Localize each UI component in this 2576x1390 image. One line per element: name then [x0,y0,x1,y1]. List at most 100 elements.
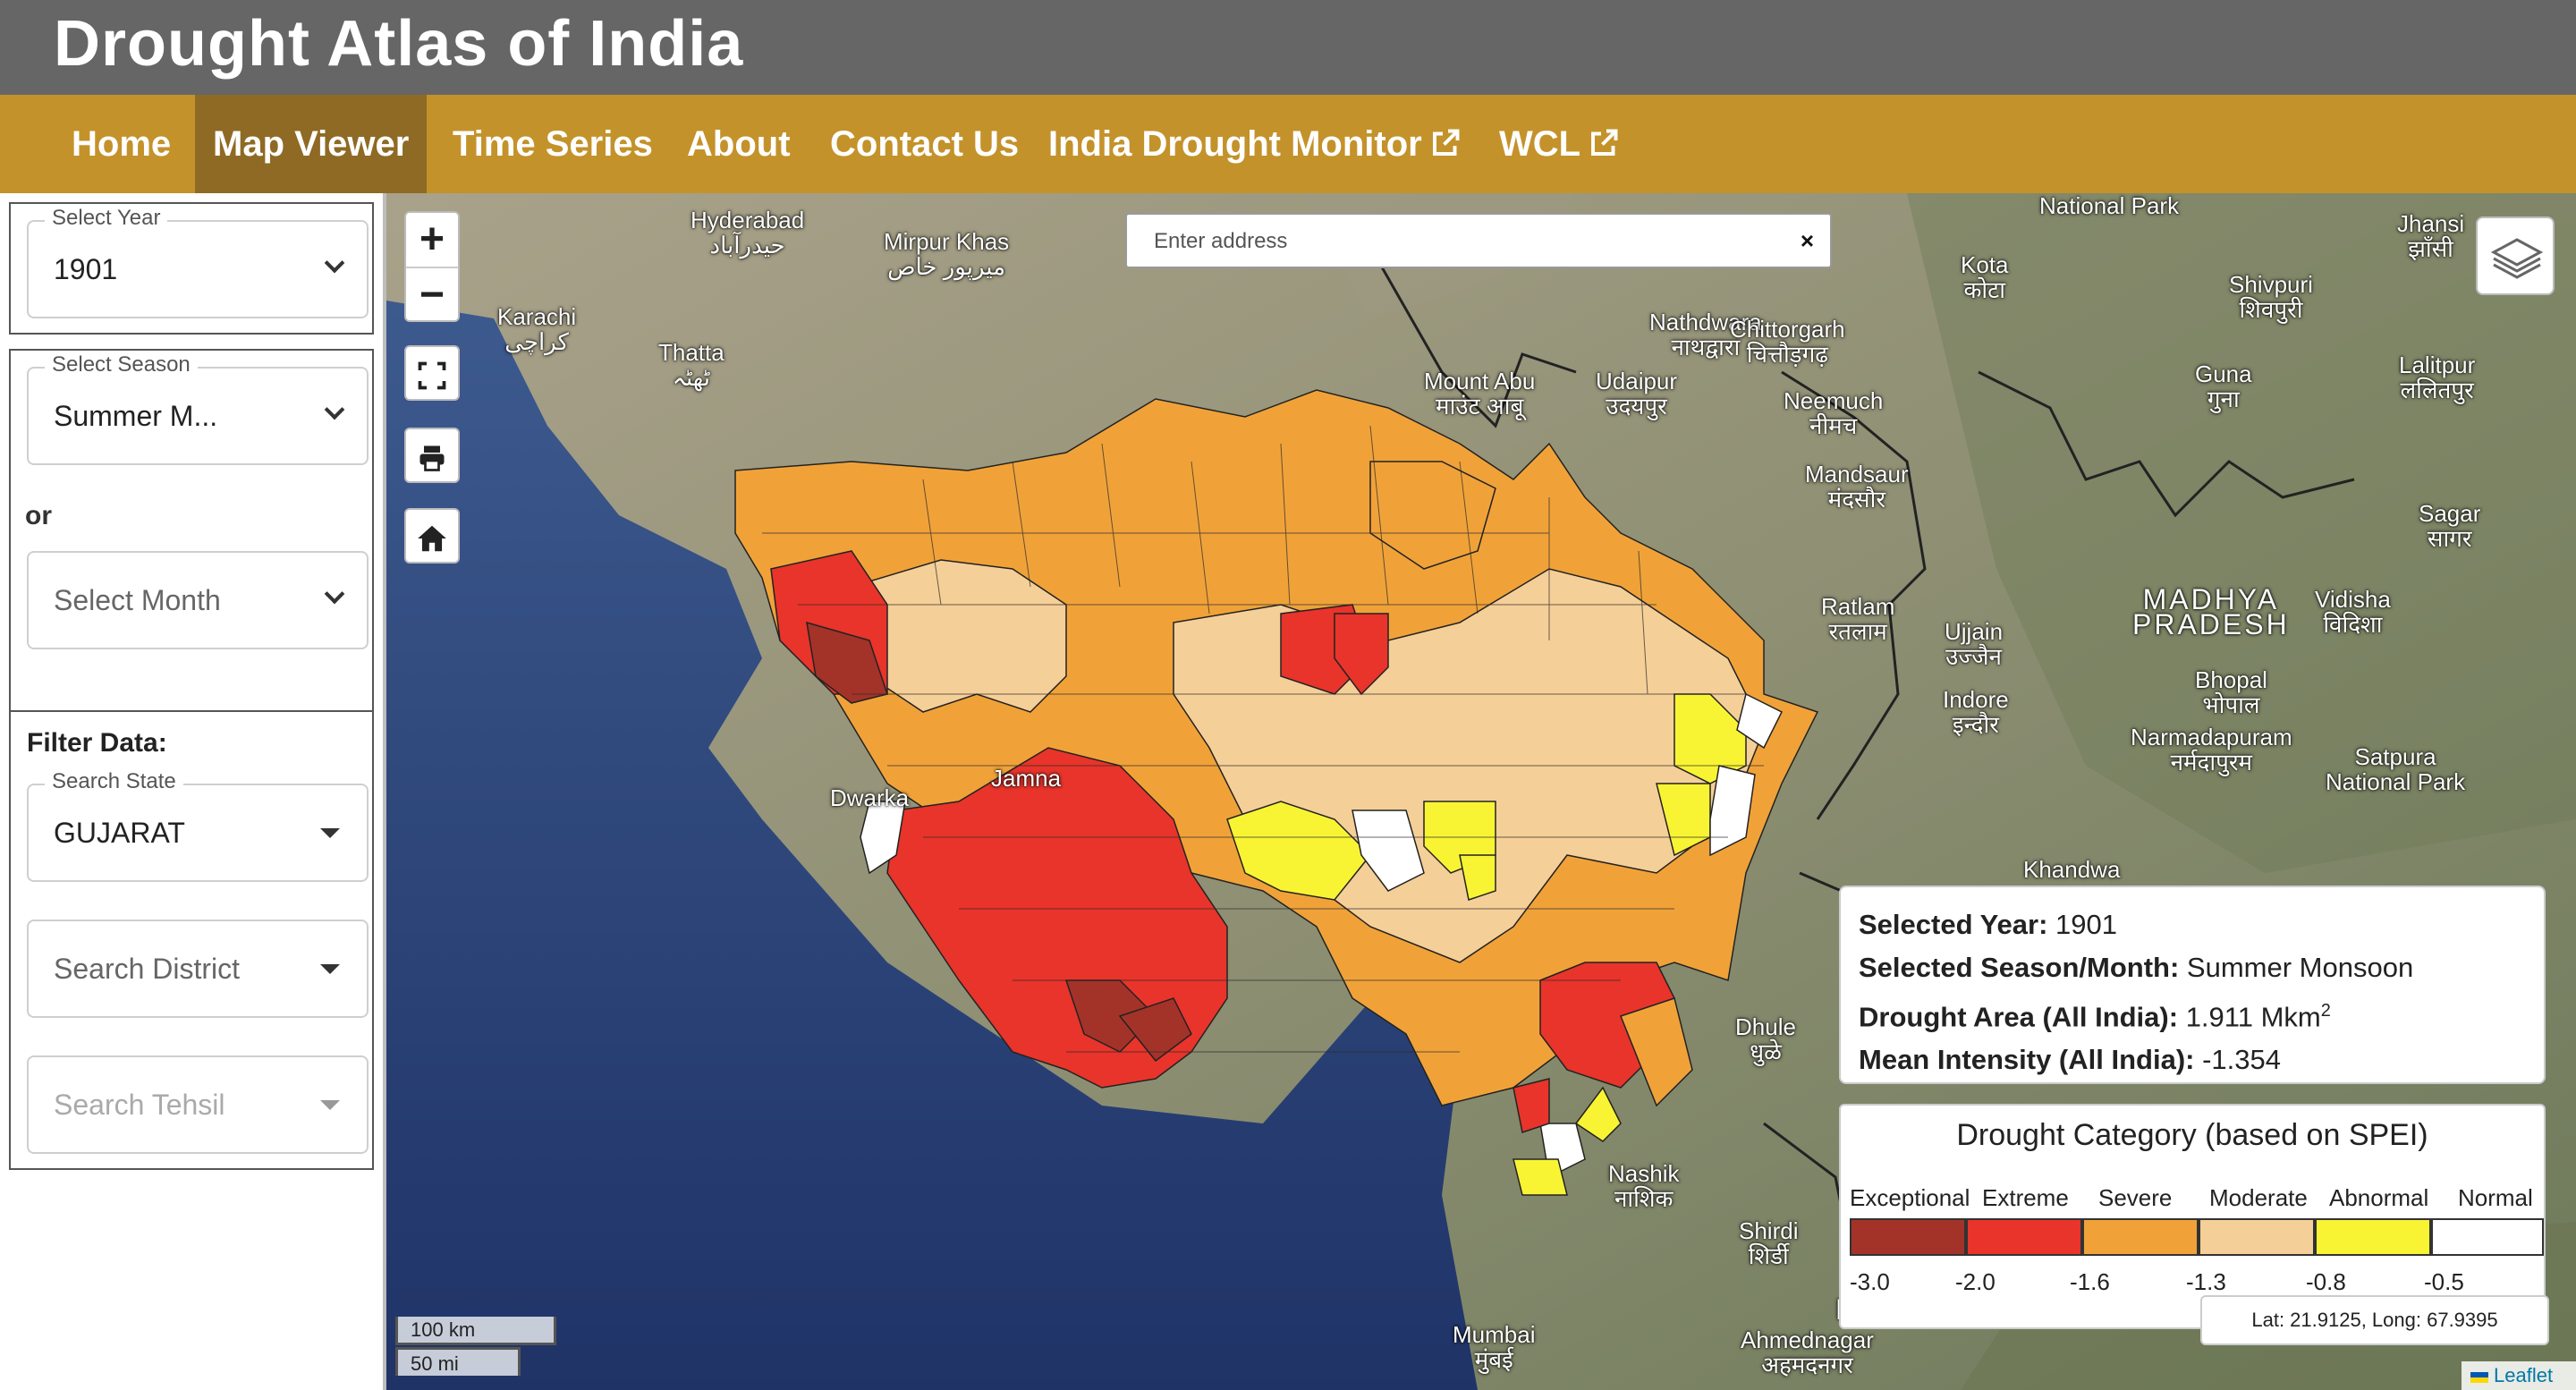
zoom-out-button[interactable]: − [406,267,458,320]
map-label-satpura: Satpura National Park [2326,743,2466,795]
legend-category-moderate: Moderate [2209,1184,2308,1211]
month-select-placeholder: Select Month [54,584,221,616]
map-label-vidisha: Vidisha विदिशा [2315,586,2391,638]
map-label-nashik: Nashik नाशिक [1608,1160,1680,1212]
zoom-in-button[interactable]: + [419,216,445,263]
leaflet-attribution-link[interactable]: Leaflet [2462,1361,2576,1390]
map-label-shivpuri: Shivpuri शिवपुरी [2229,271,2313,323]
map-label-jamnagar: Jamna [991,765,1062,792]
chevron-down-icon [324,252,345,274]
month-select[interactable]: Select Month [27,551,369,649]
site-title: Drought Atlas of India [54,8,744,80]
address-search[interactable]: Enter address × [1125,213,1832,268]
address-search-placeholder: Enter address [1154,229,1288,253]
district-select-placeholder: Search District [54,953,241,985]
map-label-national-park: National Park [2039,193,2180,219]
fullscreen-icon [418,361,446,390]
map-label-thatta: Thatta ٹھٹہ [658,339,724,391]
legend-category-normal: Normal [2458,1184,2533,1211]
map-view[interactable]: Hyderabad حیدرآباد Mirpur Khas میرپور خاص … [386,193,2576,1390]
info-drought-area: Drought Area (All India): 1.911 Mkm2 [1859,1001,2331,1033]
info-selected-year: Selected Year: 1901 [1859,909,2117,940]
home-icon [418,525,446,552]
legend-swatch-normal [2431,1218,2544,1256]
nav-label: WCL [1499,124,1581,164]
map-label-mount-abu: Mount Abu माउंट आबू [1424,368,1536,420]
year-select[interactable]: Select Year 1901 [27,206,369,318]
state-select-legend: Search State [45,769,183,794]
map-label-narmadapuram: Narmadapuram नर्मदापुरम [2131,724,2292,776]
state-select-value: GUJARAT [54,817,185,849]
legend-swatch-moderate [2199,1218,2315,1256]
map-label-indore: Indore इन्दौर [1943,686,2009,738]
legend-value: -1.3 [2186,1268,2226,1295]
external-link-icon [1432,129,1460,156]
arabian-sea [386,301,1478,1390]
caret-down-icon [320,964,340,974]
legend-swatch-extreme [1966,1218,2082,1256]
or-label: or [25,501,52,530]
print-icon [419,445,445,471]
map-label-karachi: Karachi کراچی [497,303,577,355]
fullscreen-button[interactable] [404,345,460,401]
info-mean-intensity: Mean Intensity (All India): -1.354 [1859,1044,2281,1076]
season-select[interactable]: Select Season Summer M... [27,352,369,465]
sidebar-divider [383,193,386,1390]
filter-panel: Filter Data: Search State GUJARAT Search… [9,710,374,1170]
scale-bar-km: 100 km [395,1317,556,1345]
legend-swatch-exceptional [1850,1218,1966,1256]
tehsil-select[interactable]: Search Tehsil [27,1055,369,1154]
nav-time-series[interactable]: Time Series [453,124,653,164]
legend-category-exceptional: Exceptional [1850,1184,1970,1211]
external-link-icon [1591,129,1618,156]
map-label-ujjain: Ujjain उज्जैन [1945,618,2004,670]
caret-down-icon [320,828,340,838]
print-button[interactable] [404,428,460,483]
drought-legend: Drought Category (based on SPEI) Excepti… [1839,1104,2546,1329]
sidebar: Select Year 1901 Select Season Summer M.… [0,193,386,1390]
map-label-udaipur: Udaipur उदयपुर [1596,368,1678,420]
map-label-mumbai: Mumbai मुंबई [1453,1321,1536,1373]
map-label-ratlam: Ratlam रतलाम [1821,593,1895,645]
district-select[interactable]: Search District [27,920,369,1018]
main-nav: Home Map Viewer Time Series About Contac… [0,95,2576,193]
map-label-jhansi: Jhansi झाँसी [2397,210,2465,262]
scale-bar-mi: 50 mi [395,1347,521,1376]
nav-contact-us[interactable]: Contact Us [830,124,1020,164]
map-label-chittorgarh: Chittorgarh चित्तौड़गढ़ [1730,316,1845,368]
tehsil-select-placeholder: Search Tehsil [54,1089,225,1121]
year-select-legend: Select Year [45,206,168,231]
nav-about[interactable]: About [687,124,791,164]
map-label-guna: Guna गुना [2195,360,2252,412]
caret-down-icon [320,1100,340,1110]
nav-india-drought-monitor[interactable]: India Drought Monitor [1030,95,1479,193]
legend-value: -0.5 [2424,1268,2464,1295]
legend-category-severe: Severe [2098,1184,2173,1211]
filter-title: Filter Data: [27,728,167,758]
zoom-controls: + − [404,211,460,322]
drought-info-box: Selected Year: 1901 Selected Season/Mont… [1839,886,2546,1084]
state-select[interactable]: Search State GUJARAT [27,769,369,882]
clear-search-button[interactable]: × [1800,227,1814,254]
map-label-madhya-pradesh: MADHYA PRADESH [2132,583,2290,640]
year-panel: Select Year 1901 [9,202,374,335]
legend-title: Drought Category (based on SPEI) [1956,1118,2428,1152]
legend-value: -0.8 [2306,1268,2346,1295]
legend-value: -3.0 [1850,1268,1890,1295]
map-label-sagar: Sagar सागर [2419,500,2481,552]
site-header: Drought Atlas of India [0,0,2576,95]
map-label-lalitpur: Lalitpur ललितपुर [2399,352,2476,403]
nav-home[interactable]: Home [72,124,172,164]
flag-icon [2470,1372,2488,1383]
map-label-khandwa: Khandwa [2023,856,2121,883]
home-extent-button[interactable] [404,508,460,564]
layers-control-button[interactable] [2476,216,2555,295]
map-label-hyderabad: Hyderabad حیدرآباد [691,207,805,259]
attribution-label: Leaflet [2494,1364,2554,1386]
map-label-neemuch: Neemuch नीमच [1784,387,1884,439]
nav-label: India Drought Monitor [1048,124,1422,164]
info-selected-season: Selected Season/Month: Summer Monsoon [1859,952,2414,983]
legend-value: -2.0 [1955,1268,1996,1295]
nav-wcl[interactable]: WCL [1481,95,1638,193]
nav-map-viewer[interactable]: Map Viewer [195,95,428,193]
